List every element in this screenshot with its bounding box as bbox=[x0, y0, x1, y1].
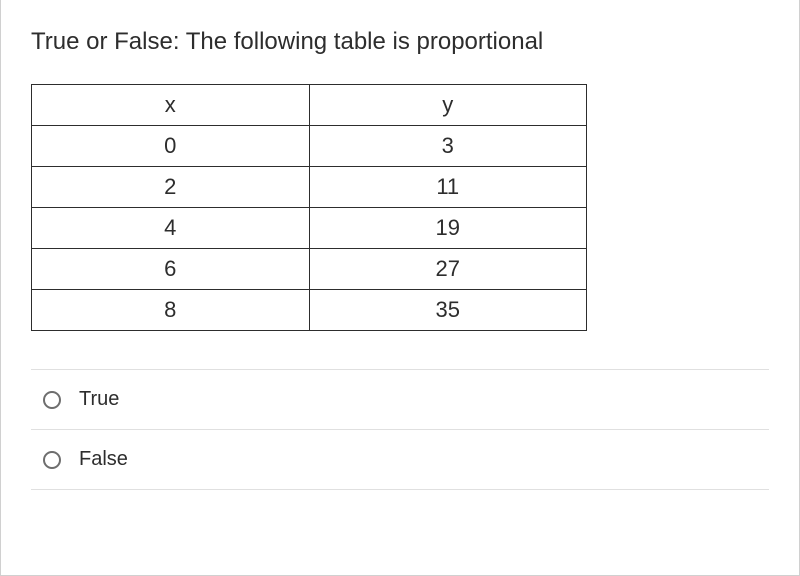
table-cell: 2 bbox=[32, 167, 310, 208]
table-row: 2 11 bbox=[32, 167, 587, 208]
table-cell: 6 bbox=[32, 249, 310, 290]
option-label: False bbox=[79, 448, 128, 471]
option-label: True bbox=[79, 388, 119, 411]
table-row: 6 27 bbox=[32, 249, 587, 290]
question-container: True or False: The following table is pr… bbox=[0, 0, 800, 576]
table-header-y: y bbox=[309, 85, 587, 126]
table-row: 4 19 bbox=[32, 208, 587, 249]
table-header-x: x bbox=[32, 85, 310, 126]
table-cell: 8 bbox=[32, 290, 310, 331]
table-cell: 4 bbox=[32, 208, 310, 249]
table-header-row: x y bbox=[32, 85, 587, 126]
table-cell: 19 bbox=[309, 208, 587, 249]
data-table: x y 0 3 2 11 4 19 6 27 8 35 bbox=[31, 84, 587, 331]
option-false[interactable]: False bbox=[31, 430, 769, 490]
radio-icon bbox=[43, 451, 61, 469]
table-cell: 35 bbox=[309, 290, 587, 331]
table-cell: 0 bbox=[32, 126, 310, 167]
option-true[interactable]: True bbox=[31, 369, 769, 430]
radio-icon bbox=[43, 391, 61, 409]
answer-options: True False bbox=[31, 369, 769, 490]
table-cell: 3 bbox=[309, 126, 587, 167]
table-row: 0 3 bbox=[32, 126, 587, 167]
table-row: 8 35 bbox=[32, 290, 587, 331]
question-text: True or False: The following table is pr… bbox=[31, 28, 769, 56]
table-cell: 11 bbox=[309, 167, 587, 208]
table-cell: 27 bbox=[309, 249, 587, 290]
